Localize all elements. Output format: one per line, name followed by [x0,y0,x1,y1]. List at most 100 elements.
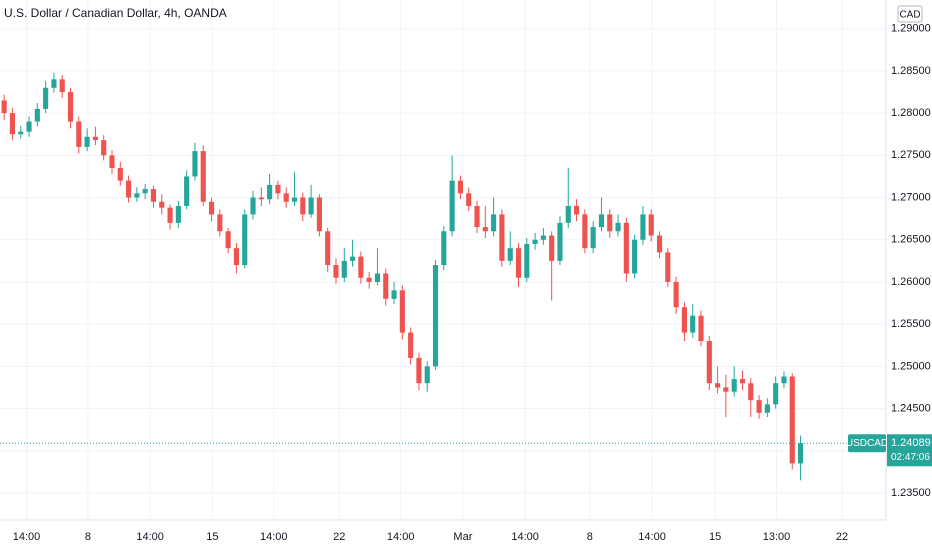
candle-body [366,277,372,282]
candle-body [275,184,281,194]
candle-body [34,108,40,122]
candle-body [51,79,57,88]
y-tick-label: 1.23500 [891,487,931,499]
candle-body [59,79,65,93]
x-tick-label: 22 [333,531,345,543]
candle-body [739,379,746,384]
symbol-label: USDCAD [846,438,888,449]
candle-body [9,113,16,135]
candle-body [557,222,563,261]
x-tick-label: 14:00 [260,531,288,543]
candle-body [67,92,74,122]
candle-body [457,180,463,194]
candle-body [92,136,98,141]
symbol-box [848,434,886,453]
candle-body [109,155,115,168]
x-tick-label: 14:00 [387,531,415,543]
candle-body [391,290,397,299]
candle-body [283,193,289,202]
candle-body [748,383,754,401]
candle-body [217,214,223,232]
candle-body [150,189,157,202]
x-tick-label: 15 [709,531,721,543]
candle-body [565,205,571,223]
candle-body [773,383,779,405]
candle-body [756,400,762,413]
y-tick-label: 1.29000 [891,23,931,35]
candle-body [731,379,737,392]
candle-body [76,121,82,147]
candle-body [615,222,621,232]
y-tick-label: 1.26000 [891,276,931,288]
candle-body [18,131,24,135]
candle-body [341,260,347,278]
x-tick-label: 14:00 [13,531,41,543]
candle-body [192,151,198,177]
candle-body [598,214,605,228]
candle-body [706,341,712,384]
candle-body [200,151,206,202]
candle-body [308,197,314,215]
candle-body [333,265,339,278]
candle-body [142,189,148,194]
candle-body [797,443,804,464]
x-tick-label: 13:00 [763,531,791,543]
y-tick-label: 1.27000 [891,191,931,203]
axes: 1.235001.240001.245001.250001.255001.260… [13,23,931,543]
y-tick-label: 1.27500 [891,149,931,161]
grid [0,0,886,520]
currency[interactable]: CAD [899,10,920,21]
candle-body [524,243,530,278]
candle-body [374,273,381,282]
candle-body [781,376,787,384]
y-tick-label: 1.26500 [891,234,931,246]
candle-body [399,290,405,333]
y-tick-label: 1.25000 [891,360,931,372]
candle-body [632,239,638,274]
candle-body [582,214,588,249]
candle-body [184,176,190,206]
x-tick-label: Mar [453,531,472,543]
candle-body [416,357,422,384]
price-box [887,434,932,467]
y-tick-label: 1.28000 [891,107,931,119]
countdown-label: 02:47:06 [891,452,930,463]
y-tick-label: 1.25500 [891,318,931,330]
candle-body [764,404,770,413]
x-tick-label: 8 [85,531,91,543]
chart-title: U.S. Dollar / Canadian Dollar, 4h, OANDA [4,6,227,20]
candle-body [573,205,580,215]
candle-body [482,227,488,232]
candle-body [648,214,654,236]
candle-body [623,222,629,274]
candle-body [789,376,795,464]
x-tick-label: 14:00 [136,531,164,543]
candle-body [590,227,596,249]
candle-body [1,100,7,114]
currency-box[interactable] [897,5,923,23]
candle-body [267,184,273,200]
candle-body [242,214,248,266]
candle-body [300,197,306,215]
x-tick-label: 22 [836,531,848,543]
candle-body [159,201,165,208]
candle-body [715,383,721,388]
candle-body [424,366,430,384]
candle-body [532,239,538,244]
candle-body [43,87,49,109]
candle-body [673,281,679,308]
candle-body [441,231,447,266]
candle-body [491,214,497,232]
candle-body [383,273,389,299]
y-tick-label: 1.24500 [891,402,931,414]
candle-body [449,180,455,232]
candle-body [690,315,696,333]
candle-body [723,387,729,392]
candle-body [291,197,298,202]
candle-body [665,252,671,282]
x-tick-label: 15 [206,531,218,543]
candle-body [26,121,32,132]
last-price-label: 1.24089 [891,437,931,449]
